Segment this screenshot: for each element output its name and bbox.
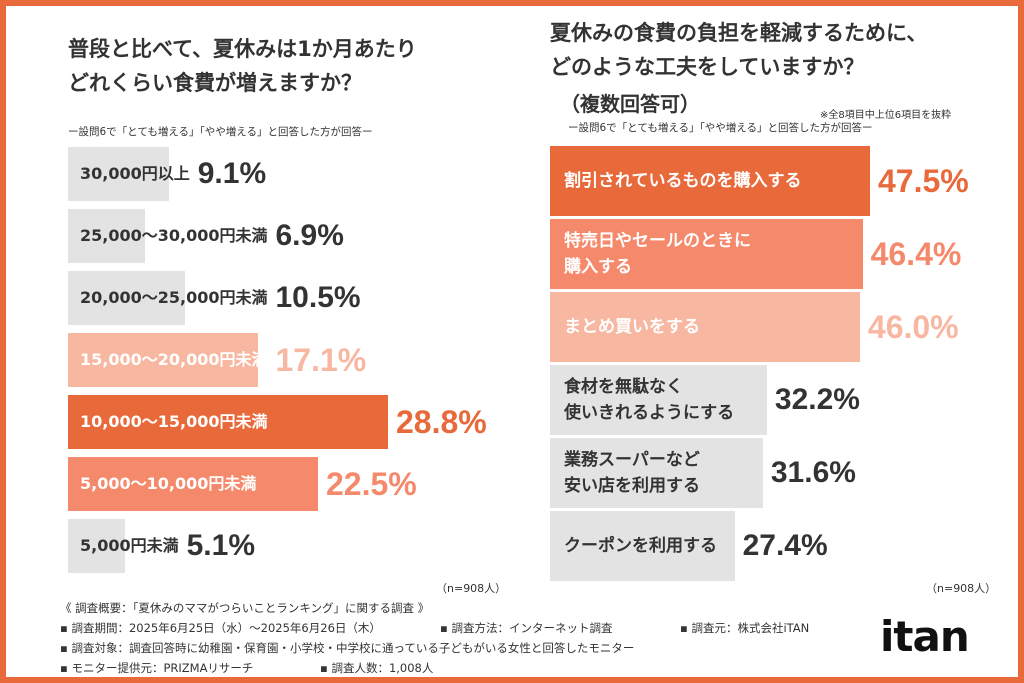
bar-label: まとめ買いをする <box>564 314 700 340</box>
bar-label: 特売日やセールのときに 購入する <box>564 228 751 280</box>
bar-chart-left: 30,000円以上 9.1% 25,000～30,000円未満 6.9% 20,000～… <box>30 0 530 600</box>
bar-label: 30,000円以上 <box>80 164 190 183</box>
bar-label: 5,000円未満 <box>80 536 179 555</box>
bar-label-line: クーポンを利用する <box>564 536 717 556</box>
chart-condition-note: ー設問6で「とても増える」「やや増える」と回答した方が回答ー <box>568 122 873 134</box>
chart-title: 普段と比べて、夏休みは1か月あたり どれくらい食費が増えますか？ <box>68 32 417 100</box>
bar-label-line: 安い店を利用する <box>564 476 700 496</box>
bar <box>550 438 763 508</box>
survey-provider: ▪ モニター提供元：PRIZMAリサーチ <box>60 661 254 675</box>
bar <box>68 457 318 511</box>
survey-count: ▪ 調査人数：1,008人 <box>320 661 434 675</box>
bar-value-label: 46.4% <box>870 236 962 272</box>
bar-label: 5,000～10,000円未満 <box>80 474 257 493</box>
bar-value-label: 28.8% <box>396 404 487 440</box>
bar <box>68 395 388 449</box>
bar-value-label: 22.5% <box>326 466 417 502</box>
chart-title-line-2: どれくらい食費が増えますか？ <box>68 71 362 95</box>
chart-title-line-1: 普段と比べて、夏休みは1か月あたり <box>68 37 417 61</box>
bar-label-line: 購入する <box>564 257 632 277</box>
chart-title-line-1: 夏休みの食費の負担を軽減するために、 <box>550 21 928 45</box>
survey-source: ▪ 調査元：株式会社iTAN <box>680 621 810 635</box>
bar-value-label: 10.5% <box>275 281 361 314</box>
bar-value-label: 6.9% <box>275 219 344 252</box>
bar-value-label: 5.1% <box>186 529 256 562</box>
bar-label: 10,000～15,000円未満 <box>80 412 268 431</box>
bar-value-label: 46.0% <box>867 309 959 345</box>
bar-label-line: 業務スーパーなど <box>564 450 700 470</box>
survey-target: ▪ 調査対象：調査回答時に幼稚園・保育園・小学校・中学校に通っている子どもがいる… <box>60 641 635 655</box>
survey-overview-title: 《 調査概要：「夏休みのママがつらいことランキング」に関する調査 》 <box>60 601 430 615</box>
sample-size-note: （n=908人） <box>926 582 997 595</box>
bar <box>68 519 125 573</box>
bar-label: 業務スーパーなど 安い店を利用する <box>564 447 700 499</box>
bar-value-label: 32.2% <box>774 383 860 416</box>
chart-title: 夏休みの食費の負担を軽減するために、 どのような工夫をしていますか？ <box>550 16 927 84</box>
bar <box>550 219 863 289</box>
chart-panel-spending-increase: 普段と比べて、夏休みは1か月あたり どれくらい食費が増えますか？ ー設問6で「と… <box>30 0 530 600</box>
bar-label: 25,000～30,000円未満 <box>80 226 268 245</box>
chart-panel-cost-saving: 夏休みの食費の負担を軽減するために、 どのような工夫をしていますか？ （複数回答… <box>520 0 1020 600</box>
bar <box>68 271 185 325</box>
bar-label: 15,000～20,000円未満 <box>80 350 268 369</box>
bar-label: 食材を無駄なく使いきれるようにする <box>564 374 734 426</box>
bar-label-line: 特売日やセールのときに <box>564 231 751 251</box>
bar <box>550 511 735 581</box>
bar <box>550 365 767 435</box>
bar-label-line: 割引されているものを購入する <box>564 171 802 191</box>
sample-size-note: （n=908人） <box>436 582 507 595</box>
survey-period: ▪ 調査期間：2025年6月25日（水）～2025年6月26日（木） <box>60 621 381 635</box>
bar-label: クーポンを利用する <box>564 533 717 559</box>
chart-condition-note: ー設問6で「とても増える」「やや増える」と回答した方が回答ー <box>68 126 373 138</box>
bar-label-line: 食材を無駄なく <box>564 377 683 397</box>
bar <box>550 146 870 216</box>
bar-label-line: まとめ買いをする <box>564 317 700 337</box>
survey-method: ▪ 調査方法：インターネット調査 <box>440 621 613 635</box>
bar-value-label: 9.1% <box>197 157 267 190</box>
bar-label: 20,000～25,000円未満 <box>80 288 268 307</box>
bar-label: 割引されているものを購入する <box>564 168 802 194</box>
bar-value-label: 31.6% <box>770 456 856 489</box>
bar-chart-right: 割引されているものを購入する 47.5% 特売日やセールのときに 購入する 46.4% ま… <box>520 0 1020 600</box>
chart-subtitle: （複数回答可） <box>560 92 700 116</box>
bar <box>68 147 170 201</box>
excerpt-note: ※全8項目中上位6項目を抜粋 <box>820 110 952 121</box>
bar <box>68 333 258 387</box>
bar-value-label: 47.5% <box>878 163 969 199</box>
bar-label-line: 使いきれるようにする <box>564 403 735 423</box>
chart-title-line-2: どのような工夫をしていますか？ <box>550 55 865 79</box>
bar <box>550 292 860 362</box>
bar-value-label: 17.1% <box>275 342 367 378</box>
bar-value-label: 27.4% <box>742 529 828 562</box>
itan-logo: itan <box>880 612 970 661</box>
bar <box>68 209 145 263</box>
